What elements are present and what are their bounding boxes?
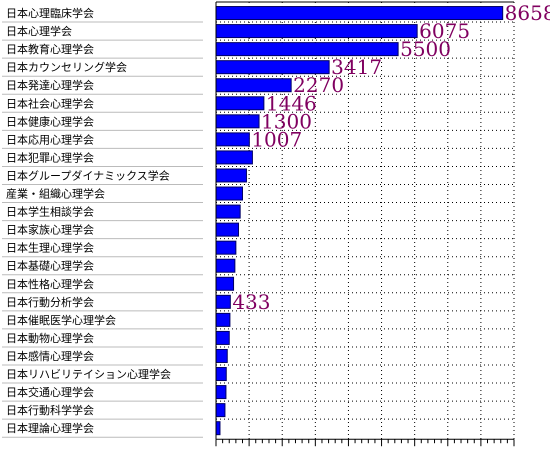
bar <box>215 96 265 111</box>
data-label: 433 <box>232 290 270 314</box>
category-label: 日本応用心理学会 <box>6 132 94 146</box>
bar <box>215 132 250 147</box>
bar <box>215 24 418 39</box>
data-label: 3417 <box>331 55 382 79</box>
category-label: 日本交通心理学会 <box>6 385 94 399</box>
bar <box>215 312 231 327</box>
bar <box>215 348 228 363</box>
bar <box>215 168 247 183</box>
category-label: 日本教育心理学会 <box>6 42 94 56</box>
category-label: 産業・組織心理学会 <box>6 187 105 201</box>
bar <box>215 186 243 201</box>
category-label: 日本社会心理学会 <box>6 96 94 110</box>
category-label: 日本性格心理学会 <box>6 277 94 291</box>
bar <box>215 403 226 418</box>
data-label: 1300 <box>261 109 312 133</box>
data-label: 6075 <box>419 19 470 43</box>
bar <box>215 78 292 93</box>
bar <box>215 114 260 129</box>
category-label: 日本学生相談学会 <box>6 205 94 219</box>
bar <box>215 421 221 436</box>
category-label: 日本心理臨床学会 <box>6 6 94 20</box>
data-label: 5500 <box>400 37 451 61</box>
data-label: 8658 <box>505 1 550 25</box>
grid-lines <box>216 2 515 440</box>
category-label: 日本カウンセリング学会 <box>6 60 127 74</box>
category-label: 日本感情心理学会 <box>6 349 94 363</box>
bar <box>215 276 235 291</box>
category-label: 日本家族心理学会 <box>6 223 94 237</box>
category-label: 日本心理学会 <box>6 24 72 38</box>
category-label: 日本犯罪心理学会 <box>6 150 94 164</box>
category-label: 日本行動分析学会 <box>6 295 94 309</box>
bar <box>215 385 227 400</box>
bar <box>215 367 227 382</box>
category-label: 日本グループダイナミックス学会 <box>6 168 170 182</box>
bar <box>215 294 231 309</box>
data-label: 1446 <box>266 91 317 115</box>
bar <box>215 6 504 21</box>
data-label: 1007 <box>251 127 302 151</box>
bar <box>215 240 237 255</box>
bar <box>215 258 236 273</box>
category-label: 日本リハビリテイション心理学会 <box>6 367 171 381</box>
data-label: 2270 <box>293 73 344 97</box>
axes <box>215 1 515 447</box>
bars <box>215 6 504 436</box>
category-labels: 日本心理臨床学会日本心理学会日本教育心理学会日本カウンセリング学会日本発達心理学… <box>2 6 203 438</box>
category-label: 日本生理心理学会 <box>6 241 94 255</box>
category-label: 日本動物心理学会 <box>6 331 94 345</box>
bar <box>215 42 399 57</box>
category-label: 日本発達心理学会 <box>6 78 94 92</box>
category-label: 日本行動科学学会 <box>6 403 94 417</box>
category-label: 日本理論心理学会 <box>6 421 94 435</box>
bar <box>215 60 330 75</box>
bar <box>215 330 230 345</box>
bar <box>215 222 240 237</box>
bar <box>215 150 253 165</box>
category-label: 日本健康心理学会 <box>6 114 94 128</box>
category-label: 日本基礎心理学会 <box>6 259 94 273</box>
bar <box>215 204 241 219</box>
category-label: 日本催眠医学心理学会 <box>6 313 116 327</box>
